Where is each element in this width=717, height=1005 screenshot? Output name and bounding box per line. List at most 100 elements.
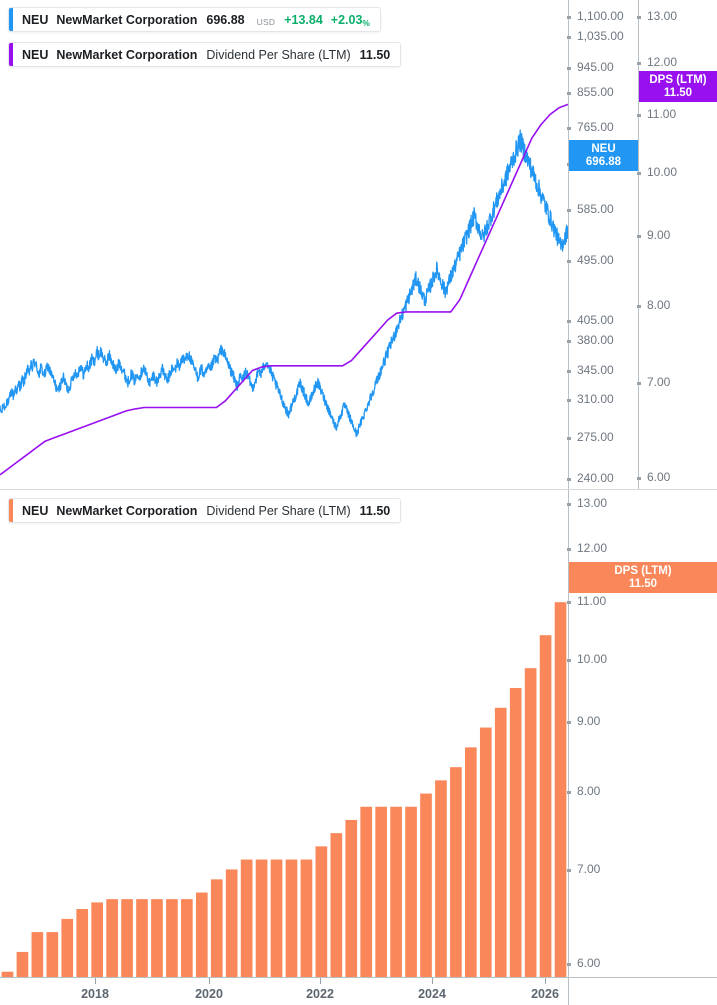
dps-plot-area[interactable]	[0, 490, 568, 977]
legend-dps-value: 11.50	[359, 503, 391, 518]
dps-bar[interactable]	[31, 932, 44, 977]
legend-change-percent: +2.03%	[331, 13, 370, 28]
axis-tick-label: 10.00	[647, 165, 678, 179]
legend-color-swatch-dps	[9, 43, 13, 66]
price-y-axis[interactable]: 1,100.001,035.00945.00855.00765.00675.00…	[567, 0, 638, 489]
axis-tick-mark	[567, 658, 571, 662]
price-plot-area[interactable]	[0, 0, 568, 487]
dps-bar[interactable]	[91, 902, 103, 977]
dps-bar[interactable]	[494, 707, 507, 977]
axis-tick-mark	[637, 234, 641, 238]
legend-price-study[interactable]: NEU NewMarket Corporation Dividend Per S…	[8, 42, 402, 67]
dps-bar[interactable]	[315, 846, 328, 977]
price-last-value-badge: NEU 696.88	[569, 140, 638, 171]
dps-bar[interactable]	[360, 806, 373, 977]
dps-bar[interactable]	[509, 687, 522, 977]
dps-bar[interactable]	[240, 859, 253, 977]
dps-bar[interactable]	[195, 892, 208, 977]
axis-tick-label: 855.00	[577, 85, 614, 99]
axis-tick-label: 945.00	[577, 60, 614, 74]
dps-bar[interactable]	[465, 747, 477, 977]
axis-tick-label: 6.00	[647, 470, 671, 484]
axis-tick-mark	[567, 126, 571, 130]
axis-tick-label: 765.00	[577, 120, 614, 134]
dps-y-axis[interactable]: 13.00 12.00 11.00 10.00 9.00 8.00 7.00 6.00	[567, 490, 717, 1005]
axis-tick-label: 9.00	[647, 228, 671, 242]
dps-bar[interactable]	[46, 932, 59, 977]
axis-tick-label: 11.00	[647, 107, 677, 121]
dps-bar[interactable]	[151, 899, 163, 977]
dps-bar[interactable]	[435, 780, 447, 977]
axis-tick-mark	[567, 369, 571, 373]
dps-bar[interactable]	[136, 899, 148, 977]
dps-bar[interactable]	[345, 819, 358, 977]
dps-bar[interactable]	[539, 635, 552, 977]
axis-tick-mark	[567, 339, 571, 343]
axis-tick-mark	[637, 113, 641, 117]
axis-tick-mark	[567, 398, 571, 402]
axis-tick-label: 240.00	[577, 471, 614, 485]
dps-y-axis-price-pane[interactable]: 13.00 12.00 11.00 10.00 9.00 8.00 7.00 6.00	[637, 0, 717, 489]
price-pane: NEU NewMarket Corporation 696.88 USD +13.…	[0, 0, 717, 489]
axis-tick-label: 1,035.00	[577, 29, 624, 43]
axis-tick-label: 11.00	[577, 594, 607, 608]
dps-bar[interactable]	[106, 899, 118, 977]
legend-study-value: 11.50	[359, 47, 391, 62]
legend-color-swatch-dps-bars	[9, 499, 13, 522]
dps-bar[interactable]	[300, 859, 313, 977]
x-axis-tick	[320, 978, 321, 984]
axis-tick-label: 585.00	[577, 202, 614, 216]
axis-tick-mark	[637, 15, 641, 19]
axis-tick-mark	[567, 868, 571, 872]
legend-last-price: 696.88	[206, 12, 245, 27]
axis-tick-label: 310.00	[577, 392, 614, 406]
dps-last-value-badge: DPS (LTM) 11.50	[639, 71, 717, 102]
axis-tick-label: 345.00	[577, 363, 614, 377]
legend-dps-ticker: NEU	[22, 503, 49, 518]
legend-ticker: NEU	[22, 12, 49, 27]
axis-tick-label: 7.00	[577, 862, 601, 876]
axis-tick-mark	[567, 962, 571, 966]
dps-bar[interactable]	[181, 899, 193, 977]
axis-tick-mark	[567, 790, 571, 794]
x-axis-corner	[568, 977, 717, 978]
x-axis[interactable]: 2018 2020 2022 2024 2026	[0, 977, 568, 1005]
dps-bar[interactable]	[166, 899, 178, 977]
dps-bar[interactable]	[225, 869, 238, 977]
axis-tick-label: 380.00	[577, 333, 614, 347]
dps-bars-svg	[1, 602, 567, 977]
dps-step-line	[0, 103, 568, 476]
axis-tick-label: 495.00	[577, 253, 614, 267]
x-axis-tick	[545, 978, 546, 984]
dps-bar[interactable]	[121, 899, 133, 977]
dps-bar[interactable]	[76, 909, 89, 977]
dps-bar[interactable]	[405, 806, 417, 977]
dps-bar[interactable]	[554, 602, 567, 977]
dps-bar[interactable]	[330, 833, 343, 977]
axis-tick-label: 12.00	[577, 541, 608, 555]
dps-bar[interactable]	[390, 806, 402, 977]
legend-study-ticker: NEU	[22, 47, 49, 62]
dps-bar[interactable]	[255, 859, 268, 977]
percent-sign: %	[362, 17, 370, 28]
axis-tick-mark	[567, 547, 571, 551]
dps-bar[interactable]	[285, 859, 298, 977]
x-axis-label: 2022	[306, 987, 334, 1001]
dps-bar[interactable]	[61, 918, 74, 977]
dps-bar-badge-label: DPS (LTM)	[614, 564, 672, 577]
dps-bar[interactable]	[479, 727, 492, 977]
legend-dps[interactable]: NEU NewMarket Corporation Dividend Per S…	[8, 498, 402, 523]
dps-bar[interactable]	[1, 971, 14, 977]
dps-bar[interactable]	[375, 806, 387, 977]
dps-bar[interactable]	[420, 793, 432, 977]
axis-tick-label: 8.00	[647, 298, 671, 312]
legend-price-quote[interactable]: NEU NewMarket Corporation 696.88 USD +13.…	[8, 7, 381, 32]
dps-bar[interactable]	[270, 859, 283, 977]
dps-bar[interactable]	[450, 767, 462, 977]
dps-bar[interactable]	[524, 668, 537, 977]
dps-bar[interactable]	[16, 951, 29, 977]
x-axis-label: 2026	[531, 987, 559, 1001]
legend-currency: USD	[256, 16, 276, 27]
axis-tick-mark	[567, 436, 571, 440]
dps-bar[interactable]	[210, 879, 223, 977]
